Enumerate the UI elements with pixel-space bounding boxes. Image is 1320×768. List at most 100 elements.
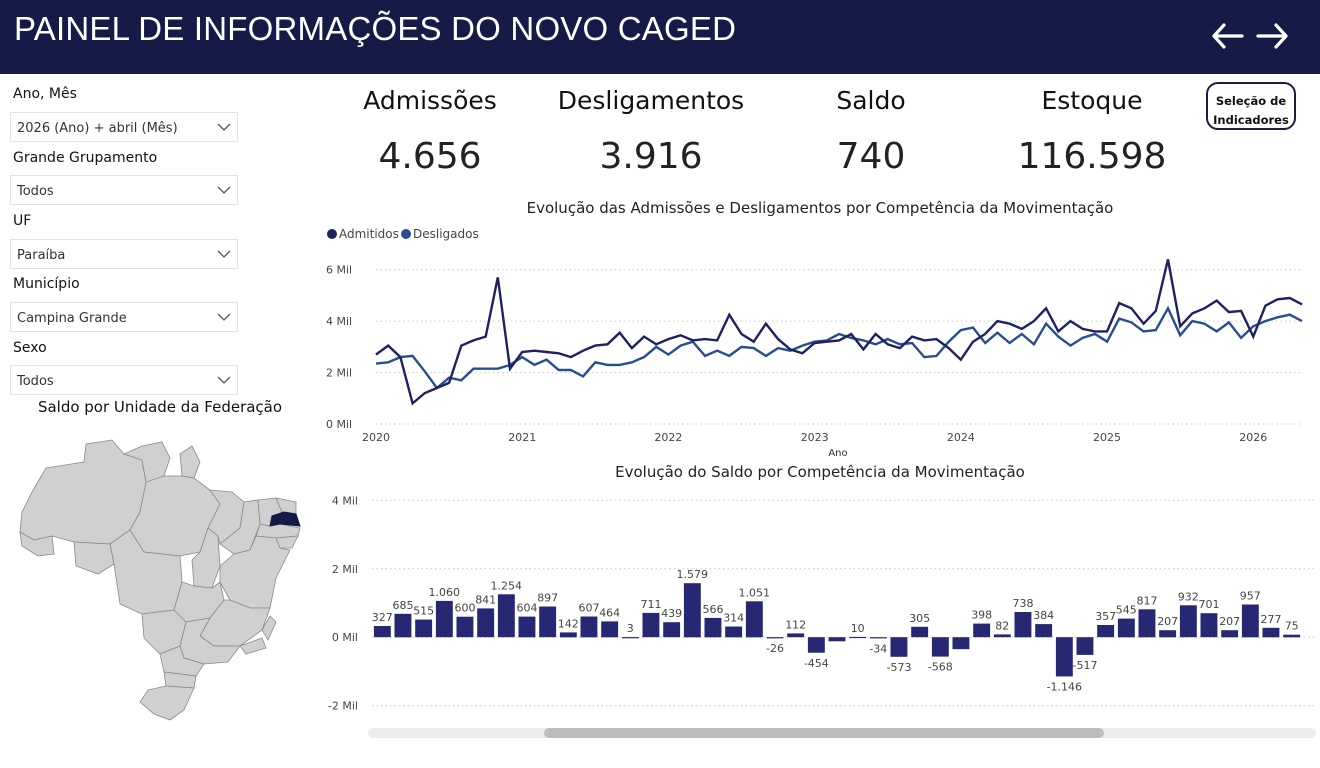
bar-value-label: 277 [1261,613,1282,626]
chart1-xlabel: Ano [828,448,847,459]
saldo-bar[interactable] [1014,612,1032,638]
saldo-bar[interactable] [1097,625,1115,638]
grande-grupamento-dropdown[interactable]: Todos [10,175,238,205]
uf-amapa[interactable] [179,445,201,479]
filter-label-sexo: Sexo [13,340,47,356]
scrollbar-thumb[interactable] [544,728,1104,738]
bar-value-label: 607 [579,602,600,615]
y-tick-label: 2 Mil [326,367,352,380]
saldo-bar[interactable] [456,616,474,638]
back-arrow-button[interactable] [1208,16,1248,56]
saldo-bar[interactable] [663,622,681,638]
municipio-dropdown[interactable]: Campina Grande [10,302,238,332]
chart-admissoes-desligamentos: Evolução das Admissões e Desligamentos p… [324,192,1320,462]
saldo-bar[interactable] [828,637,846,642]
uf-rio-grande-do-sul[interactable] [139,685,195,721]
saldo-bar[interactable] [373,626,391,638]
filter-label-municipio: Município [13,276,80,292]
uf-amazonas[interactable] [19,439,147,545]
saldo-bar[interactable] [745,601,763,638]
saldo-bar[interactable] [766,637,784,639]
saldo-bar[interactable] [1241,604,1259,638]
saldo-bar[interactable] [601,621,619,638]
x-tick-label: 2023 [801,431,829,444]
saldo-bar[interactable] [1179,605,1197,638]
saldo-bar[interactable] [642,612,660,638]
saldo-bar[interactable] [1076,637,1094,655]
saldo-bar[interactable] [807,637,825,653]
selecao-indicadores-button[interactable]: Seleção de Indicadores [1206,82,1296,130]
kpi-label-estoque: Estoque [1041,86,1143,115]
bar-value-label: 566 [703,603,724,616]
saldo-bar[interactable] [394,613,412,638]
saldo-bar[interactable] [621,637,639,639]
saldo-bar[interactable] [869,637,887,639]
uf-espirito-santo[interactable] [261,615,277,641]
saldo-bar[interactable] [952,637,970,650]
bar-value-label: -1.146 [1047,681,1082,694]
saldo-bar[interactable] [1221,630,1239,638]
bar-value-label: 711 [641,598,662,611]
uf-dropdown[interactable]: Paraíba [10,239,238,269]
y-tick-label: 6 Mil [326,264,352,277]
bar-value-label: 75 [1285,620,1299,633]
saldo-bar[interactable] [683,583,701,638]
bar-value-label: 604 [517,602,538,615]
y-tick-label: 4 Mil [332,494,358,507]
saldo-bar[interactable] [911,626,929,638]
saldo-bar[interactable] [497,594,515,638]
saldo-bar[interactable] [973,623,991,638]
saldo-bar[interactable] [1138,609,1156,638]
sexo-value: Todos [17,374,54,389]
saldo-bar[interactable] [787,633,805,638]
arrow-left-icon [1212,23,1244,49]
ano-mes-dropdown[interactable]: 2026 (Ano) + abril (Mês) [10,112,238,142]
saldo-bar[interactable] [1159,630,1177,638]
uf-paraiba[interactable] [269,511,301,527]
bar-value-label: 515 [413,605,434,618]
selecao-line-1: Seleção de [1215,94,1287,108]
uf-acre[interactable] [19,531,55,557]
saldo-bar[interactable] [1262,627,1280,638]
saldo-bar[interactable] [704,617,722,638]
line-chart-svg: Evolução das Admissões e Desligamentos p… [326,199,1303,459]
bar-value-label: 10 [851,622,865,635]
saldo-bar[interactable] [415,619,433,638]
bar-value-label: 701 [1199,598,1220,611]
saldo-bar[interactable] [1117,618,1135,638]
sexo-dropdown[interactable]: Todos [10,365,238,395]
bar-value-label: -34 [869,642,887,655]
saldo-bar[interactable] [1035,624,1053,638]
saldo-bar[interactable] [1200,613,1218,638]
saldo-bar[interactable] [890,637,908,657]
saldo-bar[interactable] [931,637,949,657]
y-tick-label: 0 Mil [332,631,358,644]
uf-pernambuco[interactable] [255,523,301,539]
saldo-bar[interactable] [539,606,557,638]
horizontal-scrollbar[interactable] [368,728,1316,738]
bar-value-label: 207 [1157,615,1178,628]
kpi-value-desligamentos: 3.916 [599,136,703,177]
saldo-bar[interactable] [849,636,867,639]
saldo-bar[interactable] [580,616,598,638]
chevron-down-icon [217,250,231,258]
brazil-map[interactable] [14,432,306,722]
uf-rio-de-janeiro[interactable] [239,637,267,655]
saldo-bar[interactable] [1055,637,1073,677]
bar-value-label: 1.254 [491,579,523,592]
bar-value-label: -573 [887,661,912,674]
saldo-bar[interactable] [477,608,495,638]
uf-rondonia[interactable] [73,541,115,575]
saldo-bar[interactable] [518,616,536,638]
saldo-bar[interactable] [725,626,743,638]
x-tick-label: 2024 [947,431,975,444]
bar-chart-svg: Evolução do Saldo por Competência da Mov… [328,463,1316,713]
forward-arrow-button[interactable] [1252,16,1292,56]
municipio-value: Campina Grande [17,311,127,326]
saldo-bar[interactable] [993,634,1011,638]
bar-value-label: 3 [627,622,634,635]
saldo-bar[interactable] [559,632,577,638]
saldo-bar[interactable] [1283,634,1301,638]
saldo-bar[interactable] [435,600,453,638]
x-tick-label: 2021 [508,431,536,444]
